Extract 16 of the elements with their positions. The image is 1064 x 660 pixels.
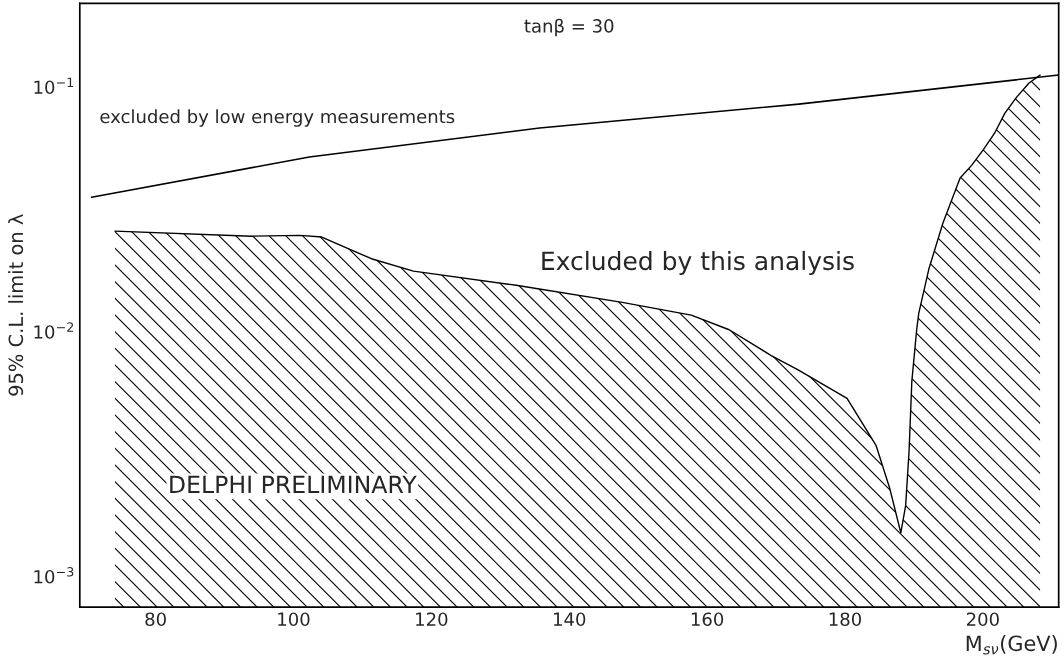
x-tick-label: 180 xyxy=(829,612,862,627)
x-axis-title: M$_{sν}$(GeV) xyxy=(966,635,1057,655)
x-tick-label: 80 xyxy=(145,612,166,627)
annotation: DELPHI PRELIMINARY xyxy=(170,475,417,493)
x-tick-label: 160 xyxy=(691,612,724,627)
annotation: Excluded by this analysis xyxy=(542,250,854,276)
annotation: excluded by low energy measurements xyxy=(100,109,455,127)
y-tick-label: 10$^{−2}$ xyxy=(34,322,74,339)
y-tick-label: 10$^{−1}$ xyxy=(34,77,74,95)
x-tick-label: 100 xyxy=(278,612,310,627)
y-tick-label: 10$^{−3}$ xyxy=(34,567,74,584)
x-tick-label: 120 xyxy=(416,612,448,627)
x-tick-label: 140 xyxy=(553,612,586,627)
x-tick-label: 200 xyxy=(966,612,999,627)
annotation: tanβ = 30 xyxy=(524,18,614,37)
y-axis-title: 95% C.L. limit on λ xyxy=(8,214,24,396)
